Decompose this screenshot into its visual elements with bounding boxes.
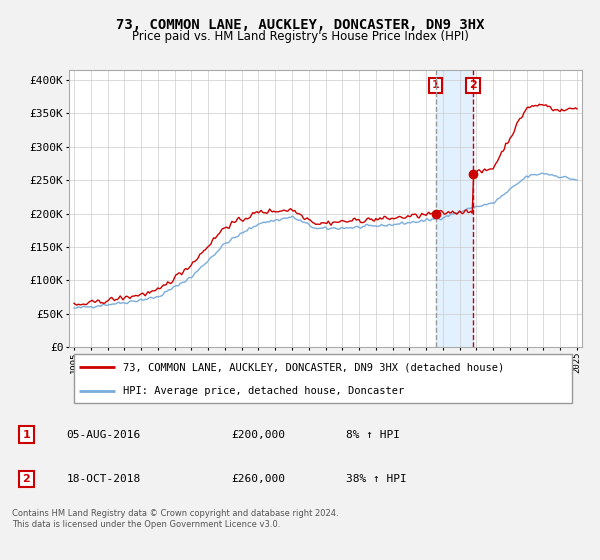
Text: 2: 2	[23, 474, 30, 484]
Text: 73, COMMON LANE, AUCKLEY, DONCASTER, DN9 3HX: 73, COMMON LANE, AUCKLEY, DONCASTER, DN9…	[116, 18, 484, 32]
Text: Contains HM Land Registry data © Crown copyright and database right 2024.
This d: Contains HM Land Registry data © Crown c…	[12, 510, 338, 529]
Text: 05-AUG-2016: 05-AUG-2016	[67, 430, 141, 440]
Text: HPI: Average price, detached house, Doncaster: HPI: Average price, detached house, Donc…	[123, 386, 404, 396]
Text: £200,000: £200,000	[231, 430, 285, 440]
FancyBboxPatch shape	[74, 354, 572, 403]
Text: 1: 1	[23, 430, 30, 440]
Text: 8% ↑ HPI: 8% ↑ HPI	[346, 430, 400, 440]
Text: £260,000: £260,000	[231, 474, 285, 484]
Text: Price paid vs. HM Land Registry's House Price Index (HPI): Price paid vs. HM Land Registry's House …	[131, 30, 469, 43]
Text: 73, COMMON LANE, AUCKLEY, DONCASTER, DN9 3HX (detached house): 73, COMMON LANE, AUCKLEY, DONCASTER, DN9…	[123, 362, 504, 372]
Text: 1: 1	[432, 81, 440, 90]
Bar	[436, 70, 473, 347]
Text: 38% ↑ HPI: 38% ↑ HPI	[346, 474, 407, 484]
Text: 2: 2	[469, 81, 477, 90]
Text: 18-OCT-2018: 18-OCT-2018	[67, 474, 141, 484]
